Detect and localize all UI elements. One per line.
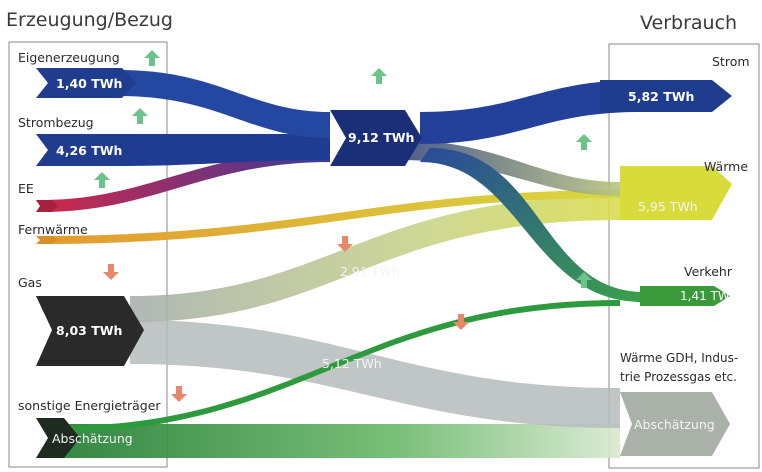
- right-header: Verbrauch: [640, 12, 737, 34]
- flow-sonstige-to-gdh: [60, 424, 620, 458]
- trend-down-arrow-sonstige-icon: [171, 386, 187, 402]
- source-fernwaerme-node: [36, 236, 58, 244]
- source-eigenerzeugung-node: [36, 68, 136, 98]
- label-gdh-line2: trie Prozessgas etc.: [620, 370, 737, 384]
- flow-eigenerzeugung-to-hub: [120, 70, 330, 138]
- label-gdh-line1: Wärme GDH, Indus-: [620, 351, 738, 365]
- label-fernwaerme: Fernwärme: [18, 222, 88, 237]
- hub-node: [330, 110, 422, 166]
- trend-up-arrow-strom-icon: [576, 134, 592, 150]
- trend-down-arrow-fernwaerme-icon: [337, 236, 353, 252]
- label-sonstige: sonstige Energieträger: [18, 398, 161, 413]
- sink-verkehr-node: [640, 286, 730, 306]
- source-frame: [8, 41, 168, 468]
- flow-ee-to-hub: [40, 150, 330, 212]
- flow-hub-to-verkehr: [420, 148, 640, 302]
- trend-down-arrow-gas-icon: [103, 264, 119, 280]
- label-eigenerzeugung: Eigenerzeugung: [18, 50, 120, 65]
- trend-up-arrow-verkehr-icon: [576, 272, 592, 288]
- value-gas: 8,03 TWh: [56, 323, 122, 338]
- sink-waerme-node: [620, 166, 732, 220]
- trend-up-arrow-strombezug-icon: [132, 108, 148, 124]
- label-ee: EE: [18, 181, 34, 196]
- value-eigenerzeugung: 1,40 TWh: [56, 76, 122, 91]
- value-hub: 9,12 TWh: [348, 130, 414, 145]
- value-strombezug: 4,26 TWh: [56, 143, 122, 158]
- label-strombezug: Strombezug: [18, 115, 94, 130]
- value-waerme: 5,95 TWh: [638, 199, 698, 214]
- trend-up-arrow-hub-icon: [371, 68, 387, 84]
- source-ee-node: [36, 200, 58, 212]
- sink-strom-arrow: [600, 80, 732, 112]
- flow-hub-to-strom: [420, 80, 640, 144]
- source-strombezug-node: [36, 134, 136, 166]
- sink-gdh-node: [620, 392, 730, 456]
- source-gas-node: [36, 296, 144, 366]
- trend-up-arrow-ee-icon: [94, 172, 110, 188]
- label-waerme: Wärme: [704, 159, 748, 174]
- source-sonstige-node: [36, 418, 80, 458]
- value-sonstige: Abschätzung: [52, 431, 133, 446]
- flow-gas-to-gdh: [130, 320, 620, 428]
- left-header: Erzeugung/Bezug: [6, 9, 173, 31]
- value-gas-to-gdh: 5,12 TWh: [322, 356, 382, 371]
- flow-fernwaerme-to-waerme: [40, 190, 620, 244]
- value-verkehr: 1,41 TWh: [680, 289, 737, 303]
- flow-gas-to-waerme: [130, 196, 620, 322]
- label-gas: Gas: [18, 275, 42, 290]
- flow-strombezug-to-hub: [120, 134, 330, 166]
- label-strom: Strom: [712, 54, 750, 69]
- trend-up-arrow-eigenerzeugung-icon: [144, 50, 160, 66]
- label-verkehr: Verkehr: [684, 264, 733, 279]
- trend-down-arrow-verkehr-flow-icon: [453, 314, 469, 330]
- value-gas-to-waerme: 2,91 TWh: [340, 264, 400, 279]
- value-gdh: Abschätzung: [634, 417, 715, 432]
- sink-frame: [608, 43, 760, 469]
- value-strom: 5,82 TWh: [628, 89, 694, 104]
